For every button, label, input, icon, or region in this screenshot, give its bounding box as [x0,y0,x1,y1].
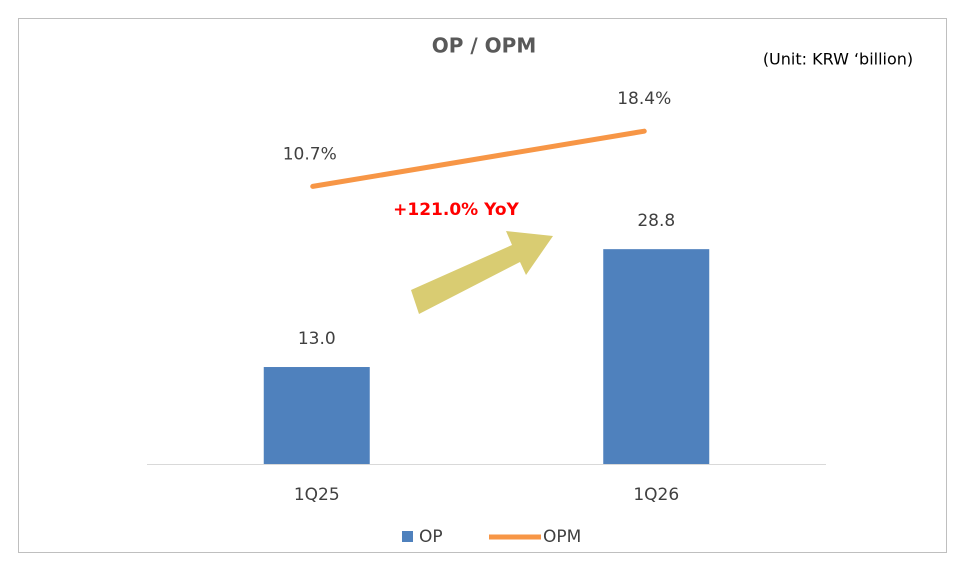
chart-frame [18,18,947,553]
legend-swatch [402,531,413,542]
data-label: 10.7% [283,144,337,164]
bar [263,367,370,464]
bar [603,249,710,464]
x-tick-label: 1Q25 [294,485,340,505]
data-label: 18.4% [617,89,671,109]
line [310,128,647,189]
growth-arrow [411,231,553,314]
data-label: 13.0 [298,329,336,349]
chart-title: OP / OPM [432,34,536,58]
x-tick-label: 1Q26 [633,485,679,505]
annotation: +121.0% YoY [393,200,519,220]
unit-label: (Unit: KRW ‘billion) [763,50,913,69]
legend-label: OP [419,527,443,547]
data-label: 28.8 [637,211,675,231]
legend-label: OPM [543,527,581,547]
